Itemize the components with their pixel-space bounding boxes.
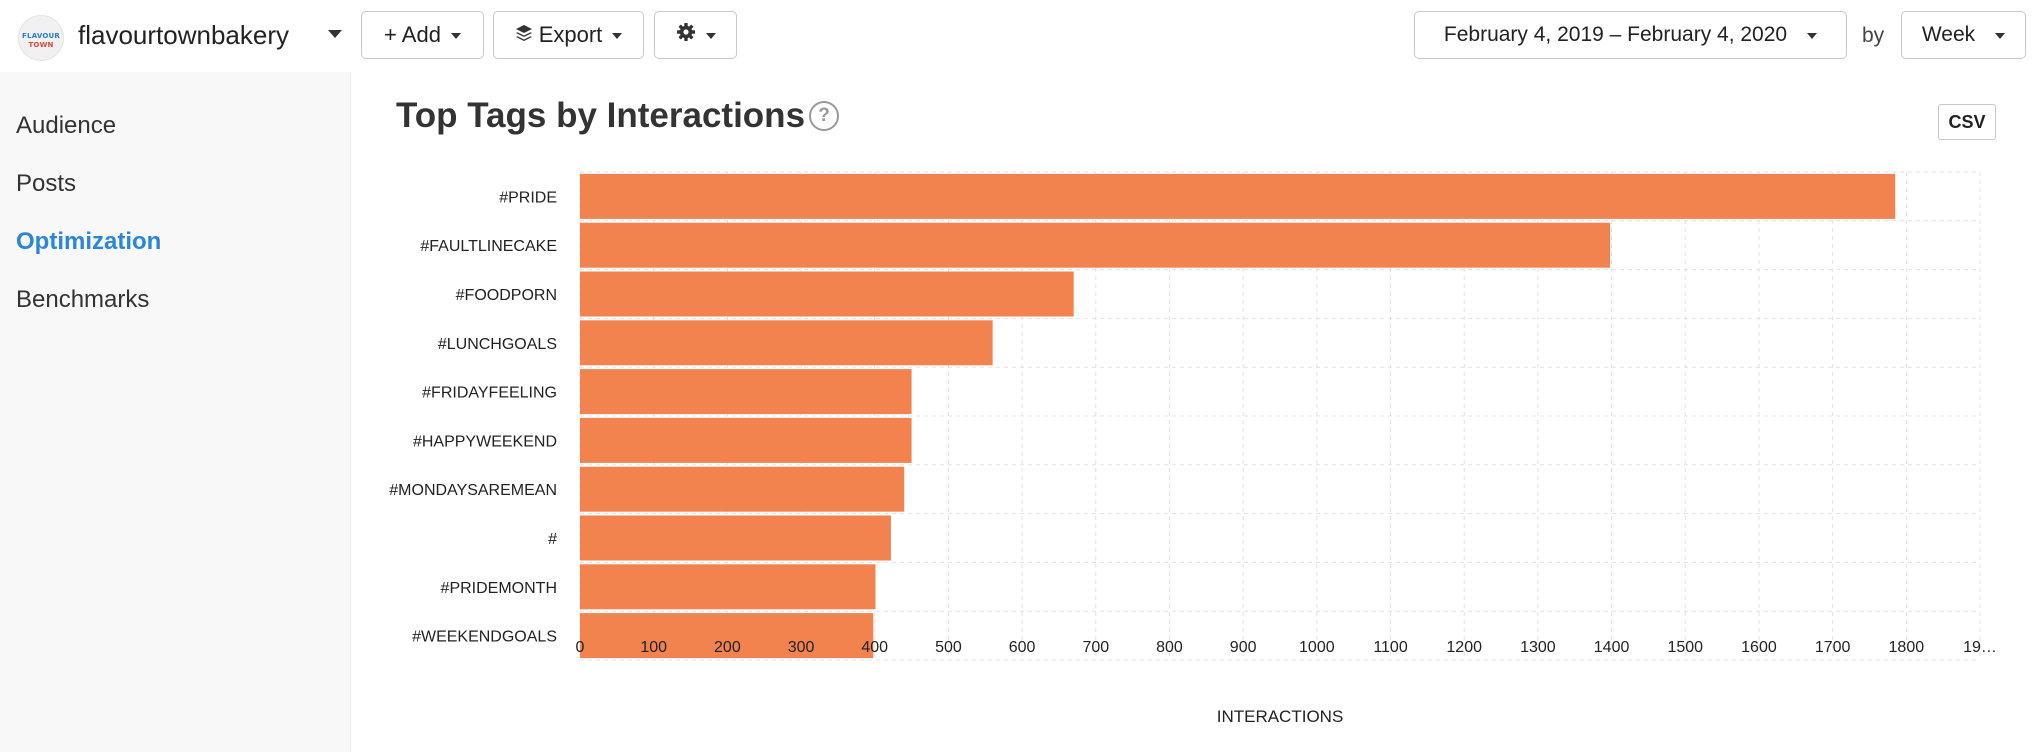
sidebar-item-optimization[interactable]: Optimization [16,228,162,255]
logo-line-2: TOWN [28,41,54,49]
gear-icon [676,22,696,48]
account-dropdown-icon[interactable] [328,30,342,38]
bar[interactable] [580,222,1611,268]
bar[interactable] [580,271,1074,317]
x-tick-label: 200 [714,639,741,656]
date-range-picker[interactable]: February 4, 2019 – February 4, 2020 [1414,11,1847,59]
sidebar-item-benchmarks[interactable]: Benchmarks [16,286,150,313]
category-label: #FRIDAYFEELING [422,385,557,402]
date-range-label: February 4, 2019 – February 4, 2020 [1443,23,1788,46]
sidebar-item-audience[interactable]: Audience [16,112,117,139]
x-tick-label: 1800 [1889,639,1925,656]
top-tags-bar-chart: 0 100 200 300 400 500 600 700 800 900 1000 1100 1200… [389,171,1997,726]
logo-line-1: FLAVOUR [22,32,60,40]
x-tick-label: 1700 [1815,639,1851,656]
bar[interactable] [580,515,891,561]
bar[interactable] [580,417,912,463]
x-tick-label: 300 [788,639,815,656]
category-label: #HAPPYWEEKEND [413,433,557,450]
category-label: #WEEKENDGOALS [412,629,557,646]
x-axis-title: INTERACTIONS [1217,707,1344,726]
bar[interactable] [580,466,905,512]
x-tick-label: 400 [861,639,888,656]
category-label: # [548,531,557,548]
x-tick-label: 1000 [1299,639,1335,656]
x-tick-label: 1300 [1520,639,1556,656]
category-label: #FAULTLINECAKE [420,238,557,255]
x-tick-label: 600 [1009,639,1036,656]
layers-icon [515,22,533,48]
interval-label: Week [1921,23,1976,46]
x-tick-label: 0 [576,639,585,656]
chevron-down-icon [1807,33,1818,39]
category-label: #PRIDE [499,189,557,206]
bar[interactable] [580,613,874,659]
interval-select[interactable]: Week [1901,11,2026,59]
by-label: by [1862,24,1885,47]
sidebar: Audience Posts Optimization Benchmarks [0,72,351,752]
category-label: #MONDAYSAREMEAN [389,482,557,499]
x-tick-label: 1500 [1667,639,1703,656]
bar[interactable] [580,320,993,366]
export-button-label: Export [538,22,603,47]
add-button[interactable]: + Add [361,11,484,59]
x-tick-label: 1100 [1373,639,1408,656]
chevron-down-icon [705,33,716,39]
chevron-down-icon [612,33,623,39]
bar[interactable] [580,564,876,610]
category-label: #LUNCHGOALS [438,336,557,353]
x-tick-label: 1200 [1446,639,1482,656]
main-panel: Top Tags by Interactions ? CSV 0 100 200 30… [352,72,2037,752]
chevron-down-icon [450,33,461,39]
bar[interactable] [580,369,912,415]
x-tick-label: 800 [1156,639,1183,656]
export-button[interactable]: Export [493,11,644,59]
x-tick-label: 19… [1963,639,1997,656]
page-title: Top Tags by Interactions [396,96,806,135]
x-tick-label: 1400 [1594,639,1630,656]
sidebar-item-posts[interactable]: Posts [16,170,77,197]
category-label: #FOODPORN [456,287,557,304]
help-icon[interactable]: ? [809,101,839,131]
top-bar: FLAVOUR TOWN flavourtownbakery + Add Exp… [0,0,2037,72]
x-tick-label: 700 [1082,639,1109,656]
bar[interactable] [580,173,1896,219]
x-tick-label: 900 [1230,639,1257,656]
csv-download-button[interactable]: CSV [1938,104,1996,140]
category-label: #PRIDEMONTH [441,580,557,597]
account-name[interactable]: flavourtownbakery [78,20,289,50]
x-tick-label: 100 [640,639,667,656]
x-tick-label: 1600 [1741,639,1777,656]
account-avatar[interactable]: FLAVOUR TOWN [18,15,64,61]
settings-button[interactable] [654,11,737,59]
add-button-label: + Add [384,22,441,47]
x-tick-label: 500 [935,639,962,656]
chevron-down-icon [1995,33,2006,39]
